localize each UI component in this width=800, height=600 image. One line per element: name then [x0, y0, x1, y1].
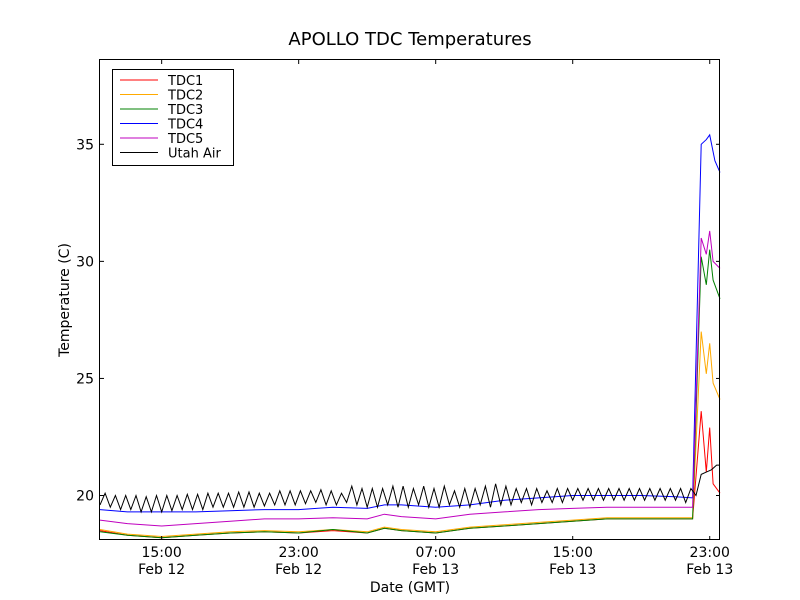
- legend-label: Utah Air: [168, 147, 221, 162]
- y-ticks: 20 25 30 35: [76, 137, 720, 505]
- x-tick-label-time: 15:00: [141, 545, 181, 561]
- plot-frame: [99, 59, 720, 540]
- x-tick-label-time: 07:00: [416, 545, 456, 561]
- chart-title: APOLLO TDC Temperatures: [288, 29, 531, 50]
- x-tick-label-date: Feb 12: [275, 562, 322, 578]
- x-tick-label-date: Feb 13: [549, 562, 596, 578]
- legend-label: TDC2: [167, 89, 203, 104]
- x-tick-label-time: 23:00: [278, 545, 318, 561]
- legend-frame: [112, 69, 234, 166]
- x-tick-label-date: Feb 13: [412, 562, 459, 578]
- series-line-tdc5: [99, 230, 721, 527]
- legend-label: TDC4: [167, 118, 203, 133]
- x-tick-label-time: 15:00: [553, 545, 593, 561]
- series-layer: [99, 133, 721, 539]
- x-tick-label-date: Feb 12: [138, 562, 185, 578]
- y-tick-label: 25: [76, 371, 94, 387]
- y-tick-label: 20: [76, 489, 94, 505]
- legend-label: TDC5: [167, 132, 203, 147]
- series-line-tdc3: [99, 249, 721, 539]
- series-line-utah-air: [99, 464, 720, 514]
- series-line-tdc4: [99, 133, 721, 513]
- series-line-tdc2: [99, 331, 721, 538]
- y-axis-label: Temperature (C): [57, 243, 73, 358]
- x-tick-label-date: Feb 13: [686, 562, 733, 578]
- y-tick-label: 35: [76, 137, 94, 153]
- x-tick-label-time: 23:00: [690, 545, 730, 561]
- y-tick-label: 30: [76, 254, 94, 270]
- legend-label: TDC1: [167, 74, 203, 89]
- x-axis-label: Date (GMT): [370, 580, 450, 596]
- legend-label: TDC3: [167, 103, 203, 118]
